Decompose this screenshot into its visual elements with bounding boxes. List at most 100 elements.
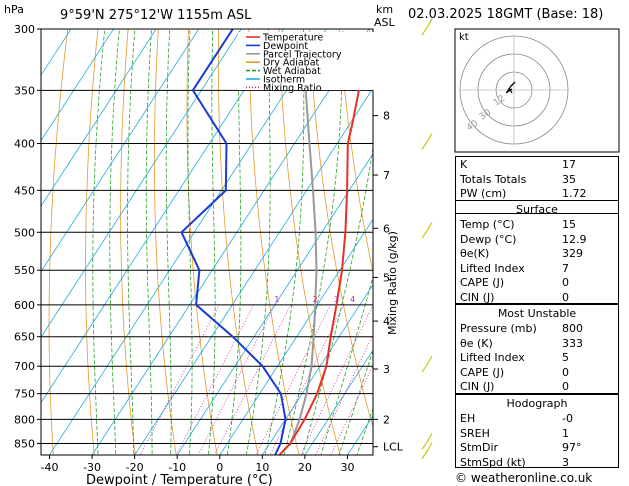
wind-barb: [421, 442, 433, 460]
surface-row: Temp (°C) 15: [460, 218, 576, 231]
pressure-tick-label: 400: [14, 137, 35, 150]
legend-item-label: Isotherm: [263, 75, 305, 86]
dry-adiabat-line: [85, 29, 99, 455]
pressure-tick-label: 450: [14, 184, 35, 197]
wet-adiabat-line: [92, 29, 106, 455]
most-unstable-row: Lifted Index 5: [460, 351, 569, 365]
isotherm-line: [41, 29, 157, 207]
storm-motion-marker: [505, 87, 513, 94]
plot-frame: [40, 28, 374, 456]
pressure-tick-label: 800: [14, 413, 35, 426]
most-unstable-table: Most Unstable Pressure (mb) 800 θe (K) 333…: [455, 304, 619, 394]
temperature-tick-label: -20: [126, 461, 144, 474]
surface-row: θe(K) 329: [460, 247, 583, 261]
most-unstable-title: Most Unstable: [497, 307, 577, 320]
isotherm-line: [219, 218, 373, 455]
mixing-ratio-label: 3: [334, 295, 339, 304]
pressure-tick-label: 600: [14, 299, 35, 312]
left-unit-label: hPa: [4, 3, 24, 16]
altitude-tick-label: 8: [383, 110, 390, 123]
pressure-tick-label: 500: [14, 226, 35, 239]
altitude-tick-label: LCL: [383, 441, 404, 454]
mixing-ratio-line: [139, 304, 220, 455]
isotherm-line: [41, 29, 115, 142]
isotherm-line: [261, 283, 373, 455]
temperature-tick-label: 20: [298, 461, 312, 474]
wind-barb: [421, 133, 433, 150]
isotherm-line: [304, 349, 373, 455]
wet-adiabat-line: [283, 29, 344, 455]
wet-adiabat-line: [187, 29, 193, 455]
dry-adiabat-line: [278, 29, 341, 455]
wet-adiabat-line: [264, 29, 305, 455]
hodograph-table: Hodograph EH -0 SREH 1 StmDir 97° StmSpd (k…: [455, 394, 619, 469]
isotherm-line: [176, 153, 373, 455]
index-row-pw: PW (cm) 1.72: [460, 187, 587, 201]
hodograph-row: StmDir 97°: [460, 441, 582, 455]
credit-text: © weatheronline.co.uk: [455, 471, 593, 485]
legend-item-label: Temperature: [262, 33, 323, 44]
surface-table: Surface Temp (°C) 15 Dewp (°C) 12.9 θe(K) 3…: [455, 200, 619, 304]
indices-table: K 17 Totals Totals 35 PW (cm) 1.72: [455, 156, 619, 214]
legend-item-label: Wet Adiabat: [263, 66, 321, 77]
mixing-ratio-label: 2: [313, 295, 318, 304]
index-row-k: K 17: [460, 158, 576, 171]
surface-row: Lifted Index 7: [460, 261, 569, 275]
hodograph-unit: kt: [459, 32, 469, 43]
dry-adiabat-line: [120, 29, 136, 455]
temperature-tick-label: 30: [340, 461, 354, 474]
hodograph-row: EH -0: [460, 412, 573, 425]
hodograph-row: StmSpd (kt) 3: [460, 455, 569, 469]
index-row-totals: Totals Totals 35: [460, 172, 576, 186]
legend-item-label: Dry Adiabat: [263, 58, 320, 69]
pressure-tick-label: 750: [14, 388, 35, 401]
mixing-ratio-label: 8: [380, 295, 385, 304]
temperature-tick-label: 10: [255, 461, 269, 474]
legend-item-label: Mixing Ratio: [263, 83, 322, 94]
most-unstable-row: θe (K) 333: [460, 336, 583, 350]
dewpoint-line: [180, 29, 287, 455]
wet-adiabat-line: [109, 29, 120, 455]
dry-adiabat-line: [248, 29, 300, 455]
mixing-ratio-line: [214, 304, 292, 455]
temperature-tick-label: -30: [83, 461, 101, 474]
mixing-ratio-label: 20: [422, 295, 432, 304]
mixing-ratio-line: [175, 304, 255, 455]
dry-adiabat-line: [48, 29, 69, 455]
wet-adiabat-line: [245, 29, 271, 455]
hodograph: kt 40 30 12: [454, 28, 620, 153]
isotherm-line: [41, 29, 200, 273]
pressure-tick-label: 300: [14, 23, 35, 36]
altitude-tick-label: 7: [383, 169, 390, 182]
legend-item-label: Dewpoint: [263, 41, 308, 52]
wind-barb: [421, 221, 433, 239]
pressure-tick-label: 700: [14, 360, 35, 373]
pressure-tick-label: 650: [14, 331, 35, 344]
altitude-tick-label: 2: [383, 413, 390, 426]
surface-row: CAPE (J) 0: [460, 276, 569, 290]
dry-adiabat-line: [308, 29, 373, 429]
altitude-tick-label: 6: [383, 222, 390, 235]
parcel-trajectory-line: [288, 66, 318, 447]
forecast-date: 02.03.2025 18GMT (Base: 18): [408, 7, 604, 22]
hodograph-row: SREH 1: [460, 426, 569, 440]
temperature-tick-label: -10: [168, 461, 186, 474]
mixing-ratio-label: 4: [350, 295, 355, 304]
mixing-ratio-label: 25: [433, 295, 443, 304]
pressure-tick-label: 850: [14, 437, 35, 450]
mixing-ratio-label: 1: [274, 295, 279, 304]
isotherm-line: [41, 29, 242, 338]
wet-adiabat-line: [145, 29, 153, 455]
mixing-ratio-axis-label: Mixing Ratio (g/kg): [386, 231, 399, 335]
surface-title: Surface: [516, 203, 558, 216]
altitude-tick-label: 4: [383, 315, 390, 328]
right-unit-asl: ASL: [374, 16, 396, 29]
dry-adiabat-line: [186, 29, 218, 455]
temperature-tick-label: 0: [216, 461, 223, 474]
altitude-tick-label: 5: [383, 271, 390, 284]
surface-row: Dewp (°C) 12.9: [460, 232, 587, 246]
wind-barb: [421, 18, 433, 36]
wet-adiabat-line: [226, 29, 242, 455]
hodograph-title: Hodograph: [506, 397, 568, 410]
